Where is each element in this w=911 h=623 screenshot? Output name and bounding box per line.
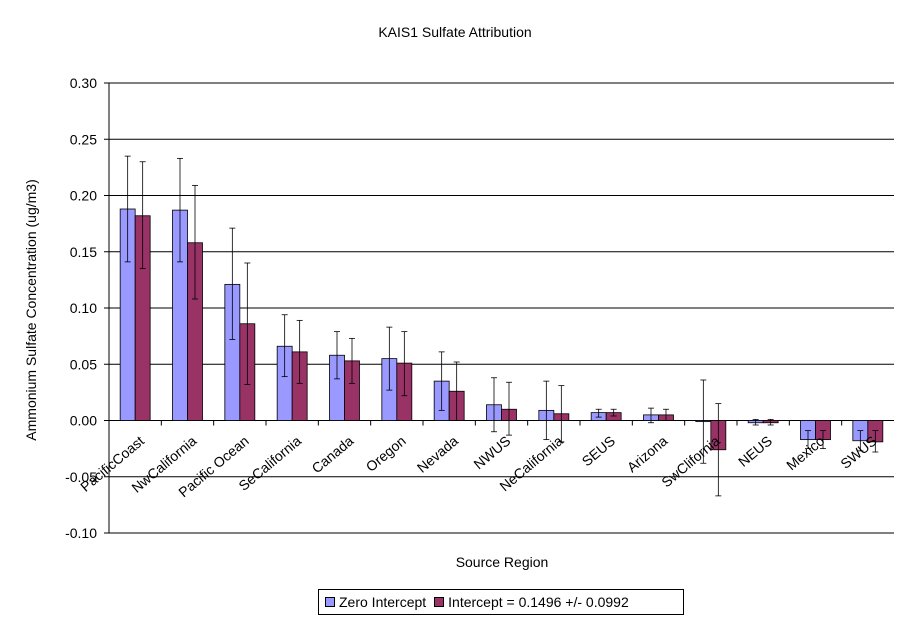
plot-area: 0.300.250.200.150.100.050.00-0.05-0.10Pa… — [65, 75, 894, 541]
y-tick-label: 0.25 — [70, 131, 97, 147]
legend-label-intercept: Intercept = 0.1496 +/- 0.0992 — [448, 594, 629, 610]
y-tick-label: -0.10 — [65, 525, 97, 541]
legend-swatch-zero-intercept — [325, 597, 335, 607]
chart-title: KAIS1 Sulfate Attribution — [378, 24, 531, 40]
y-axis-label: Ammonium Sulfate Concentration (ug/m3) — [23, 179, 39, 440]
legend-label-zero-intercept: Zero Intercept — [339, 594, 427, 610]
legend: Zero Intercept Intercept = 0.1496 +/- 0.… — [318, 589, 684, 615]
legend-item-zero-intercept: Zero Intercept — [325, 594, 426, 610]
y-tick-label: 0.15 — [70, 244, 97, 260]
legend-item-intercept: Intercept = 0.1496 +/- 0.0992 — [434, 594, 629, 610]
y-tick-label: -0.05 — [65, 469, 97, 485]
y-tick-label: 0.10 — [70, 300, 97, 316]
x-axis-label: Source Region — [456, 554, 549, 570]
y-tick-label: 0.30 — [70, 75, 97, 91]
y-tick-label: 0.00 — [70, 413, 97, 429]
y-tick-label: 0.20 — [70, 188, 97, 204]
legend-swatch-intercept — [434, 597, 445, 607]
y-tick-label: 0.05 — [70, 356, 97, 372]
